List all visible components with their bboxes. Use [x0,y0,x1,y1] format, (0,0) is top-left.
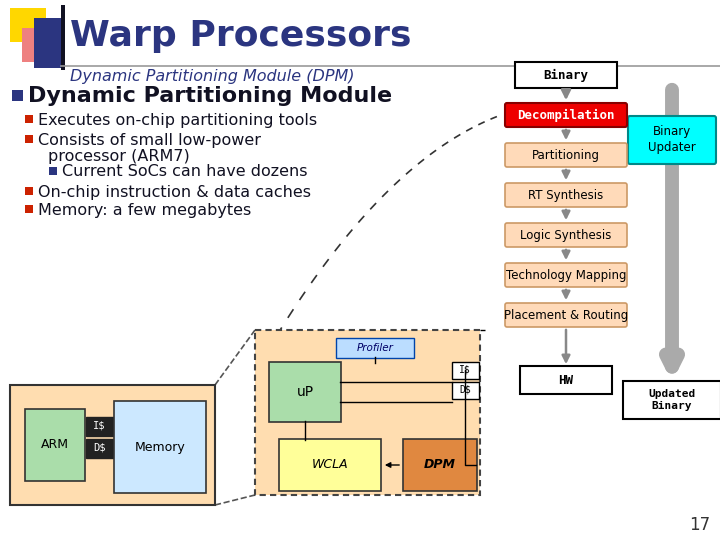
Text: Memory: Memory [135,441,185,454]
FancyBboxPatch shape [628,116,716,164]
FancyBboxPatch shape [25,187,33,195]
Text: 17: 17 [690,516,711,534]
FancyBboxPatch shape [86,438,112,457]
FancyBboxPatch shape [114,401,206,493]
Text: Profiler: Profiler [356,343,393,353]
FancyBboxPatch shape [505,223,627,247]
FancyBboxPatch shape [25,115,33,123]
FancyBboxPatch shape [451,381,479,399]
FancyBboxPatch shape [86,416,112,435]
Text: HW: HW [559,374,574,387]
Text: Dynamic Partitioning Module (DPM): Dynamic Partitioning Module (DPM) [70,70,354,84]
Text: On-chip instruction & data caches: On-chip instruction & data caches [38,185,311,199]
Text: Memory: a few megabytes: Memory: a few megabytes [38,202,251,218]
FancyBboxPatch shape [505,183,627,207]
FancyBboxPatch shape [255,330,480,495]
FancyBboxPatch shape [403,439,477,491]
Text: ARM: ARM [41,438,69,451]
FancyBboxPatch shape [515,62,617,88]
FancyBboxPatch shape [61,5,65,70]
FancyBboxPatch shape [279,439,381,491]
FancyBboxPatch shape [25,135,33,143]
Text: Technology Mapping: Technology Mapping [505,268,626,281]
Text: DPM: DPM [424,458,456,471]
FancyBboxPatch shape [505,103,627,127]
Text: WCLA: WCLA [312,458,348,471]
Text: Current SoCs can have dozens: Current SoCs can have dozens [62,165,307,179]
Text: Executes on-chip partitioning tools: Executes on-chip partitioning tools [38,112,317,127]
FancyBboxPatch shape [49,167,57,175]
Text: Placement & Routing: Placement & Routing [504,308,628,321]
FancyBboxPatch shape [451,361,479,379]
Text: Binary
Updater: Binary Updater [648,125,696,154]
Text: Dynamic Partitioning Module: Dynamic Partitioning Module [28,86,392,106]
Text: I$: I$ [459,365,471,375]
FancyBboxPatch shape [10,8,46,42]
FancyBboxPatch shape [12,90,23,101]
FancyBboxPatch shape [22,28,58,62]
FancyBboxPatch shape [269,362,341,422]
FancyBboxPatch shape [505,263,627,287]
FancyBboxPatch shape [336,338,414,358]
FancyBboxPatch shape [25,205,33,213]
Text: uP: uP [297,385,314,399]
FancyBboxPatch shape [505,303,627,327]
Text: processor (ARM7): processor (ARM7) [48,148,190,164]
FancyBboxPatch shape [34,18,62,68]
FancyBboxPatch shape [505,143,627,167]
Text: Consists of small low-power: Consists of small low-power [38,132,261,147]
Text: Updated
Binary: Updated Binary [649,389,696,411]
FancyBboxPatch shape [25,409,85,481]
Text: I$: I$ [93,421,105,431]
Text: Partitioning: Partitioning [532,148,600,161]
Text: Decompilation: Decompilation [517,109,615,122]
Text: Binary: Binary [544,69,588,82]
Text: RT Synthesis: RT Synthesis [528,188,603,201]
FancyBboxPatch shape [623,381,720,419]
Text: D$: D$ [459,385,471,395]
FancyBboxPatch shape [10,385,215,505]
Text: Warp Processors: Warp Processors [70,19,412,53]
Text: D$: D$ [93,443,105,453]
Text: Logic Synthesis: Logic Synthesis [521,228,612,241]
FancyBboxPatch shape [520,366,612,394]
